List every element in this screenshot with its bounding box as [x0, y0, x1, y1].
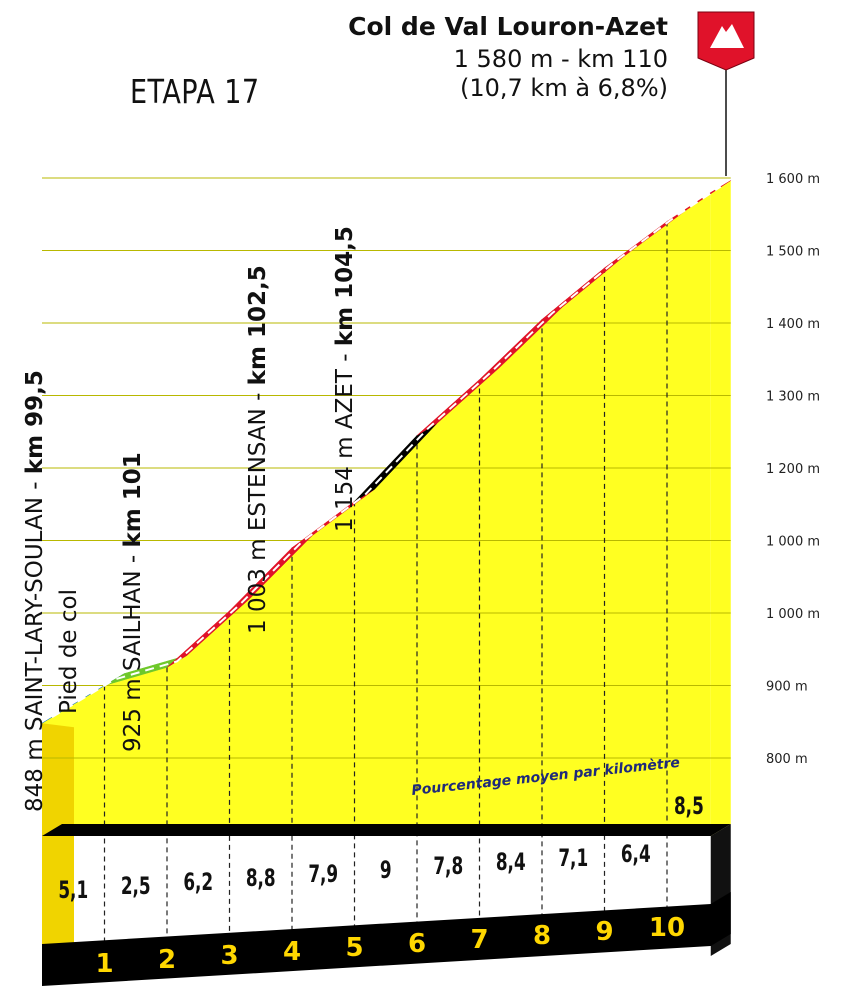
grade-label: 8,4 [496, 849, 526, 877]
y-tick-label: 900 m [766, 680, 808, 695]
y-tick-label: 1 000 m [766, 607, 820, 622]
km-marker: 9 [595, 917, 613, 947]
y-tick-label: 1 600 m [766, 172, 820, 187]
waypoint-km: km 102,5 [245, 265, 271, 386]
centerline-layer [51, 185, 722, 719]
climb-altitude-km: 1 580 m - km 110 [453, 45, 668, 73]
y-tick-label: 1 200 m [766, 462, 820, 477]
waypoint-altitude-name: 1 003 m ESTENSAN - [245, 385, 271, 634]
grade-label: 6,2 [183, 869, 213, 897]
km-marker: 6 [408, 929, 426, 959]
grade-label: 7,1 [558, 845, 588, 873]
waypoint-altitude-name: 1 154 m AZET - [332, 346, 358, 532]
climb-length-grade: (10,7 km à 6,8%) [459, 74, 668, 102]
waypoint-km: km 101 [120, 452, 146, 548]
km-marker: 2 [158, 945, 176, 975]
stage-title: ETAPA 17 [130, 72, 260, 111]
waypoint-km: km 104,5 [332, 226, 358, 347]
y-tick-label: 800 m [766, 752, 808, 767]
base-layer [42, 824, 731, 986]
grade-label: 9 [380, 857, 392, 885]
waypoint-altitude-name: 925 m SAILHAN - [120, 547, 146, 752]
waypoint-sublabel-1: Pied de col [56, 589, 82, 714]
km-marker: 8 [533, 921, 551, 951]
km-marker: 10 [649, 913, 685, 943]
waypoint-label-3: 1 003 m ESTENSAN - km 102,5 [245, 265, 271, 634]
km-marker: 4 [283, 937, 301, 967]
grade-label: 8,8 [246, 865, 276, 893]
grade-label: 7,9 [308, 861, 338, 889]
climb-info: 1 580 m - km 110 (10,7 km à 6,8%) [454, 45, 668, 103]
waypoint-label-4: 1 154 m AZET - km 104,5 [332, 226, 358, 532]
km-marker: 1 [95, 949, 113, 979]
grade-label: 8,5 [674, 793, 704, 821]
grade-label: 2,5 [121, 873, 151, 901]
grade-label: 5,1 [58, 877, 88, 905]
grade-label: 7,8 [433, 853, 463, 881]
centerline-dashes [51, 185, 722, 719]
grade-label: 6,4 [621, 841, 651, 869]
km-marker: 7 [470, 925, 488, 955]
y-tick-label: 1 300 m [766, 390, 820, 405]
grid-layer [42, 177, 731, 944]
profile-right-side [710, 180, 731, 836]
y-tick-label: 1 500 m [766, 245, 820, 260]
waypoint-label-2: 925 m SAILHAN - km 101 [120, 452, 146, 752]
km-band [42, 892, 731, 986]
climb-name: Col de Val Louron-Azet [348, 12, 668, 41]
waypoint-altitude-name: 848 m SAINT-LARY-SOULAN - [22, 474, 48, 812]
summit-flag-layer [697, 11, 755, 176]
mountain-glyph-icon [710, 24, 744, 48]
y-tick-label: 1 400 m [766, 317, 820, 332]
base-top-surface [42, 824, 731, 836]
km-marker: 5 [345, 933, 363, 963]
waypoint-label-1: 848 m SAINT-LARY-SOULAN - km 99,5 [22, 370, 48, 812]
profile-front-face [42, 192, 711, 836]
y-tick-label: 1 000 m [766, 535, 820, 550]
km-marker: 3 [220, 941, 238, 971]
waypoint-km: km 99,5 [22, 370, 48, 475]
